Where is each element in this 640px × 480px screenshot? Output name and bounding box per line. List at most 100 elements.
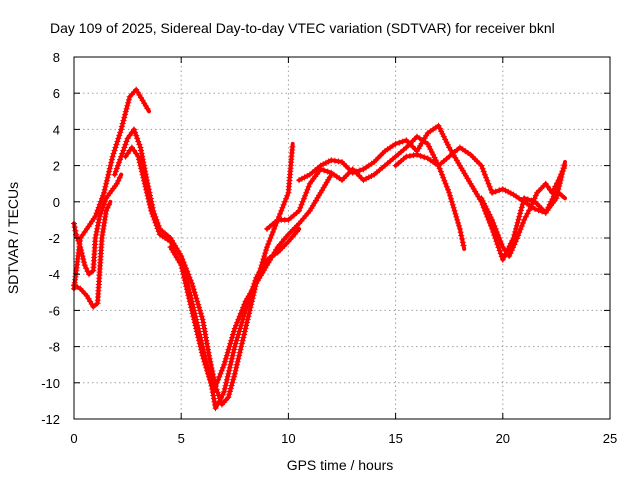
data-point [228,358,235,365]
data-point [86,271,92,278]
data-point [298,175,305,182]
data-point [84,268,91,275]
data-point [446,189,453,196]
data-point [241,301,248,308]
data-point [103,180,110,187]
data-point [508,247,515,254]
data-point [113,165,120,172]
data-point [138,168,145,175]
data-point [154,225,161,232]
data-point [492,225,499,232]
data-point [559,192,566,199]
data-point [139,171,146,178]
data-point [226,367,233,374]
data-point [438,128,445,135]
data-point [223,376,230,383]
data-point [530,198,537,205]
data-point [116,174,123,181]
data-point [202,361,209,368]
data-point [96,213,103,220]
data-point [485,180,492,187]
data-point [187,301,194,308]
data-point [552,183,559,190]
data-point [497,250,504,257]
data-point [328,157,335,164]
data-point [115,177,122,184]
data-point [360,177,367,184]
data-point [324,168,331,175]
data-point [109,153,116,160]
data-point [206,376,213,383]
data-point [224,349,231,356]
data-point [502,187,509,194]
data-point [80,256,87,263]
data-point [101,189,107,196]
data-point [264,244,270,251]
data-point [134,135,141,142]
data-point [138,147,144,154]
grid-lines [74,57,610,419]
data-point [142,183,149,190]
data-point [179,268,186,275]
data-point [496,235,503,241]
data-point [143,186,150,193]
data-point [321,167,328,174]
data-point [553,180,560,187]
data-point [325,158,332,165]
data-point [137,162,144,169]
data-point [196,304,203,311]
data-point [138,165,145,172]
data-point [498,241,505,247]
data-point [492,188,499,195]
data-point [122,111,129,118]
data-point [296,177,303,184]
series-line [297,123,567,262]
data-point [426,143,433,150]
data-point [211,398,218,405]
data-point [436,125,443,132]
data-point [78,247,85,254]
x-tick-label: 10 [281,431,295,446]
data-point [144,192,151,199]
data-point [439,130,446,137]
data-point [189,310,196,317]
data-point [506,253,513,260]
data-point [297,204,304,211]
data-point [459,235,466,242]
data-point [94,225,101,232]
data-point [424,140,431,147]
data-point [234,319,241,326]
data-point [524,210,531,217]
data-point [414,151,420,158]
data-point [75,237,82,244]
data-point [191,316,198,323]
data-point [121,114,128,121]
data-point [363,175,370,182]
data-point [481,200,487,207]
data-point [205,370,211,377]
data-point [221,385,228,392]
data-point [410,152,417,159]
data-point [486,183,493,190]
data-point [227,388,233,395]
data-point [198,313,205,320]
data-point [223,352,230,359]
data-point [227,340,234,347]
data-point [113,141,120,148]
data-point [233,361,240,368]
series-track-2 [71,199,113,310]
data-point [453,213,460,220]
data-point [131,126,137,133]
data-point [150,213,157,220]
y-axis-label: SDTVAR / TECUs [5,182,21,294]
data-point [233,337,240,344]
data-point [445,186,451,193]
data-point [457,229,464,236]
data-point [368,173,375,179]
data-point [322,159,329,166]
data-point [238,340,245,347]
data-point [349,169,356,176]
data-point [298,201,305,208]
data-point [118,126,125,133]
